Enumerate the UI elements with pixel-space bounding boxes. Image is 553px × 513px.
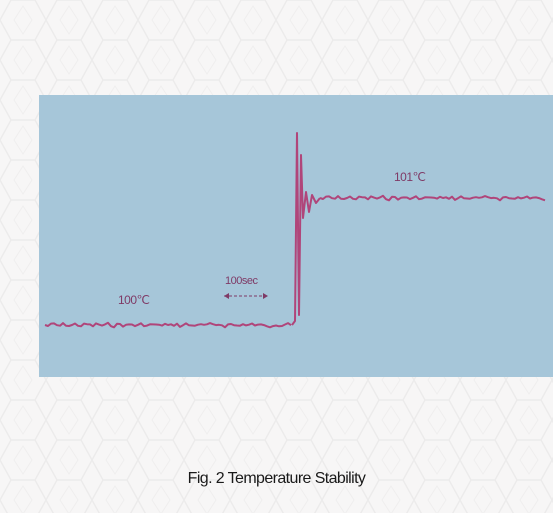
trace-after-line <box>319 194 546 202</box>
annotation-after-temp: 101℃ <box>394 170 426 184</box>
annotation-before-temp: 100℃ <box>118 293 150 307</box>
figure-caption: Fig. 2 Temperature Stability <box>187 470 366 487</box>
trace-before-line <box>44 321 292 329</box>
annotation-interval: 100sec <box>225 275 258 287</box>
interval-arrow-icon <box>224 293 268 299</box>
chart-panel: 100℃ 101℃ 100sec <box>39 95 553 377</box>
chart-plot <box>44 132 546 329</box>
trace-step-line <box>291 132 321 326</box>
